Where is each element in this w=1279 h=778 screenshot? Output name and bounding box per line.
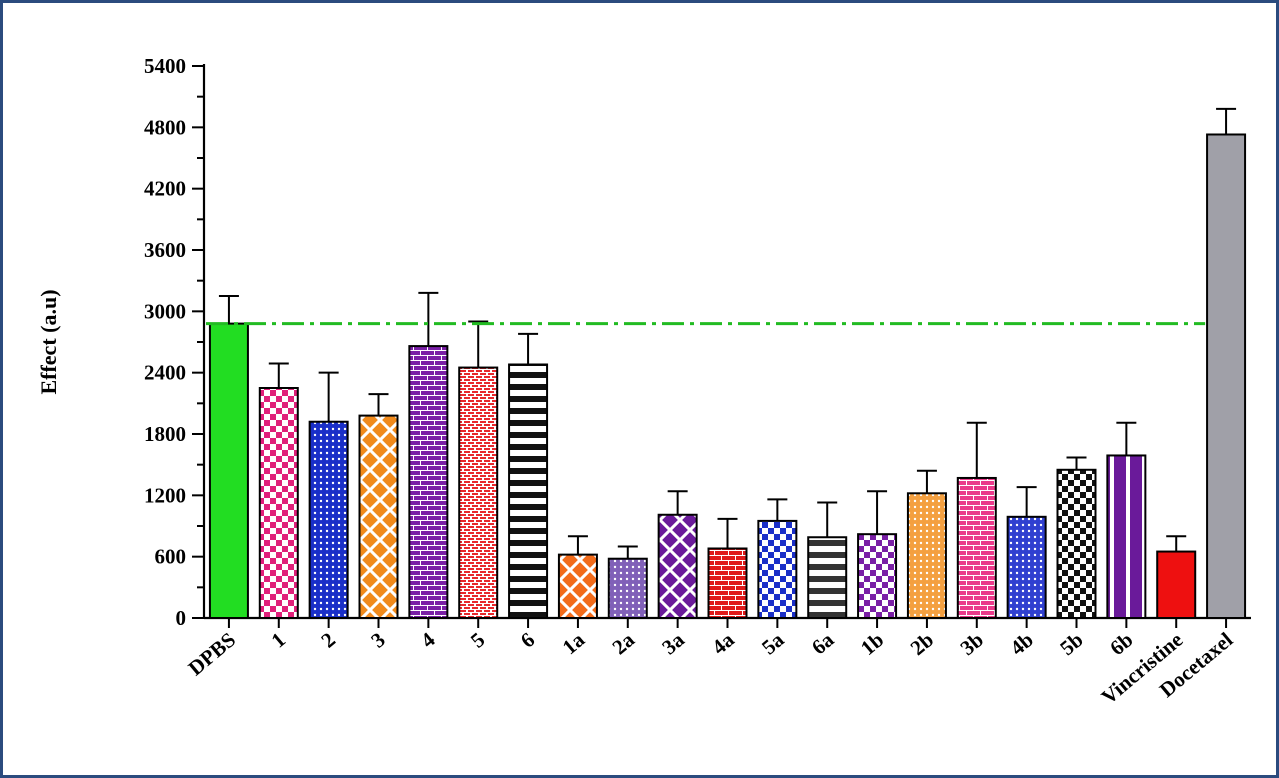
x-tick-label: 4b: [1005, 627, 1037, 660]
bar-2a: [607, 557, 648, 620]
x-tick-label: 3a: [657, 627, 689, 659]
x-tick-label: 6: [516, 627, 539, 652]
bar-6b: [1106, 454, 1147, 620]
bar-docetaxel: [1206, 133, 1247, 619]
bar-4a: [707, 547, 748, 619]
x-tick-label: 1a: [558, 627, 590, 659]
bar-3a: [657, 513, 698, 619]
bar-6a: [807, 536, 848, 619]
x-tick-label: 4: [416, 627, 440, 652]
x-tick-label: 3b: [956, 627, 988, 660]
bar-2: [308, 420, 349, 619]
y-tick-label: 0: [176, 606, 187, 630]
bar-5a: [757, 519, 798, 620]
x-tick-label: 3: [366, 627, 389, 652]
x-tick-label: 1b: [856, 627, 888, 660]
x-tick-label: 5b: [1055, 627, 1087, 660]
y-axis-title: Effect (a.u): [36, 289, 61, 394]
bar-vincristine: [1156, 550, 1197, 619]
bars: [208, 107, 1247, 620]
y-tick-label: 4800: [144, 115, 186, 139]
bar-1: [258, 387, 299, 619]
y-tick-label: 1200: [144, 483, 186, 507]
y-tick-label: 4200: [144, 177, 186, 201]
bar-3: [358, 414, 399, 619]
x-tick-label: 4a: [707, 627, 739, 659]
y-tick-label: 5400: [144, 54, 186, 78]
x-tick-label: 6b: [1105, 627, 1137, 660]
y-tick-label: 3000: [144, 299, 186, 323]
x-tick-label: 2b: [906, 627, 938, 660]
y-tick-label: 3600: [144, 238, 186, 262]
x-tick-label: 6a: [807, 627, 839, 659]
bar-4: [408, 345, 449, 619]
y-tick-label: 1800: [144, 422, 186, 446]
bar-3b: [956, 476, 997, 620]
bar-5b: [1056, 468, 1097, 619]
x-tick-label: 1: [267, 627, 290, 652]
bar-dpbs: [208, 322, 249, 619]
x-tick-label: DPBS: [184, 627, 241, 680]
bar-1b: [857, 533, 898, 620]
y-tick-label: 600: [155, 545, 187, 569]
bar-2b: [906, 492, 947, 619]
bar-6: [508, 363, 549, 619]
x-tick-label: 5: [466, 627, 489, 652]
x-tick-label: 2a: [607, 627, 639, 659]
bar-4b: [1006, 515, 1047, 619]
x-tick-label: 5a: [757, 627, 789, 659]
y-tick-label: 2400: [144, 361, 186, 385]
x-tick-label: 2: [316, 627, 339, 652]
bar-1a: [557, 553, 598, 619]
bar-5: [458, 366, 499, 619]
